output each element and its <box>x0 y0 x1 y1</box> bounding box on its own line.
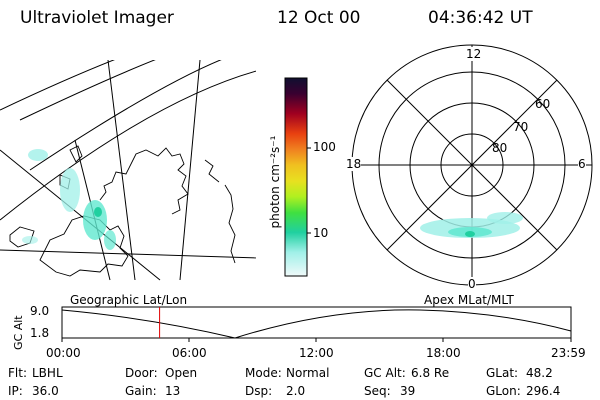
mlat-label-60: 60 <box>535 97 551 111</box>
glon-label: GLon: <box>486 384 521 398</box>
filter-label: Flt: <box>8 366 27 380</box>
mlt-label-18: 18 <box>346 157 362 171</box>
ip-value: 36.0 <box>32 384 59 398</box>
lat-arc <box>0 60 116 111</box>
aurora-emission <box>22 149 116 250</box>
time-label: 04:36:42 UT <box>428 8 533 28</box>
altitude-xtick: 12:00 <box>299 346 334 360</box>
altitude-xtick: 23:59 <box>551 346 586 360</box>
lon-line <box>179 60 201 281</box>
colorbar-tick-100: 100 <box>313 140 336 154</box>
gain-value: 13 <box>165 384 181 398</box>
altitude-xtick: 06:00 <box>172 346 207 360</box>
ip-label: IP: <box>8 384 23 398</box>
lon-line <box>0 149 161 281</box>
altitude-ytick-max: 9.0 <box>30 304 50 318</box>
gain-label: Gain: <box>125 384 157 398</box>
altitude-curve <box>61 309 572 339</box>
glat-value: 48.2 <box>526 366 553 380</box>
geo-caption: Geographic Lat/Lon <box>70 293 188 307</box>
color-bar <box>284 77 311 277</box>
coastline <box>224 184 236 264</box>
lon-line <box>107 60 136 281</box>
polar-caption: Apex MLat/MLT <box>424 293 514 307</box>
coastline <box>204 159 220 183</box>
lat-arc <box>19 60 156 121</box>
door-label: Door: <box>125 366 158 380</box>
door-value: Open <box>165 366 198 380</box>
altitude-ytick-min: 1.8 <box>30 326 50 340</box>
date-label: 12 Oct 00 <box>277 8 361 28</box>
gc-alt-value: 6.8 Re <box>411 366 450 380</box>
mlat-label-80: 80 <box>492 141 508 155</box>
coastline <box>39 215 129 277</box>
filter-value: LBHL <box>32 366 63 380</box>
dsp-label: Dsp: <box>245 384 273 398</box>
altitude-ylabel: GC Alt <box>12 315 25 350</box>
colorbar-tick-10: 10 <box>313 226 329 240</box>
mode-value: Normal <box>286 366 330 380</box>
mlt-label-6: 6 <box>578 157 586 171</box>
altitude-xtick: 00:00 <box>46 346 81 360</box>
glat-label: GLat: <box>486 366 519 380</box>
glon-value: 296.4 <box>526 384 561 398</box>
mlt-label-0: 0 <box>468 277 476 291</box>
coastline <box>99 147 189 215</box>
seq-label: Seq: <box>364 384 391 398</box>
lon-line <box>0 249 256 259</box>
instrument-title: Ultraviolet Imager <box>20 8 174 28</box>
mlat-label-70: 70 <box>513 120 529 134</box>
mode-label: Mode: <box>245 366 282 380</box>
lat-arc <box>0 70 256 221</box>
altitude-xtick: 18:00 <box>426 346 461 360</box>
polar-aurora <box>420 212 523 238</box>
mlt-label-12: 12 <box>466 47 482 61</box>
dsp-value: 2.0 <box>286 384 306 398</box>
lat-arc <box>29 60 222 171</box>
seq-value: 39 <box>400 384 416 398</box>
gc-alt-label: GC Alt: <box>364 366 406 380</box>
